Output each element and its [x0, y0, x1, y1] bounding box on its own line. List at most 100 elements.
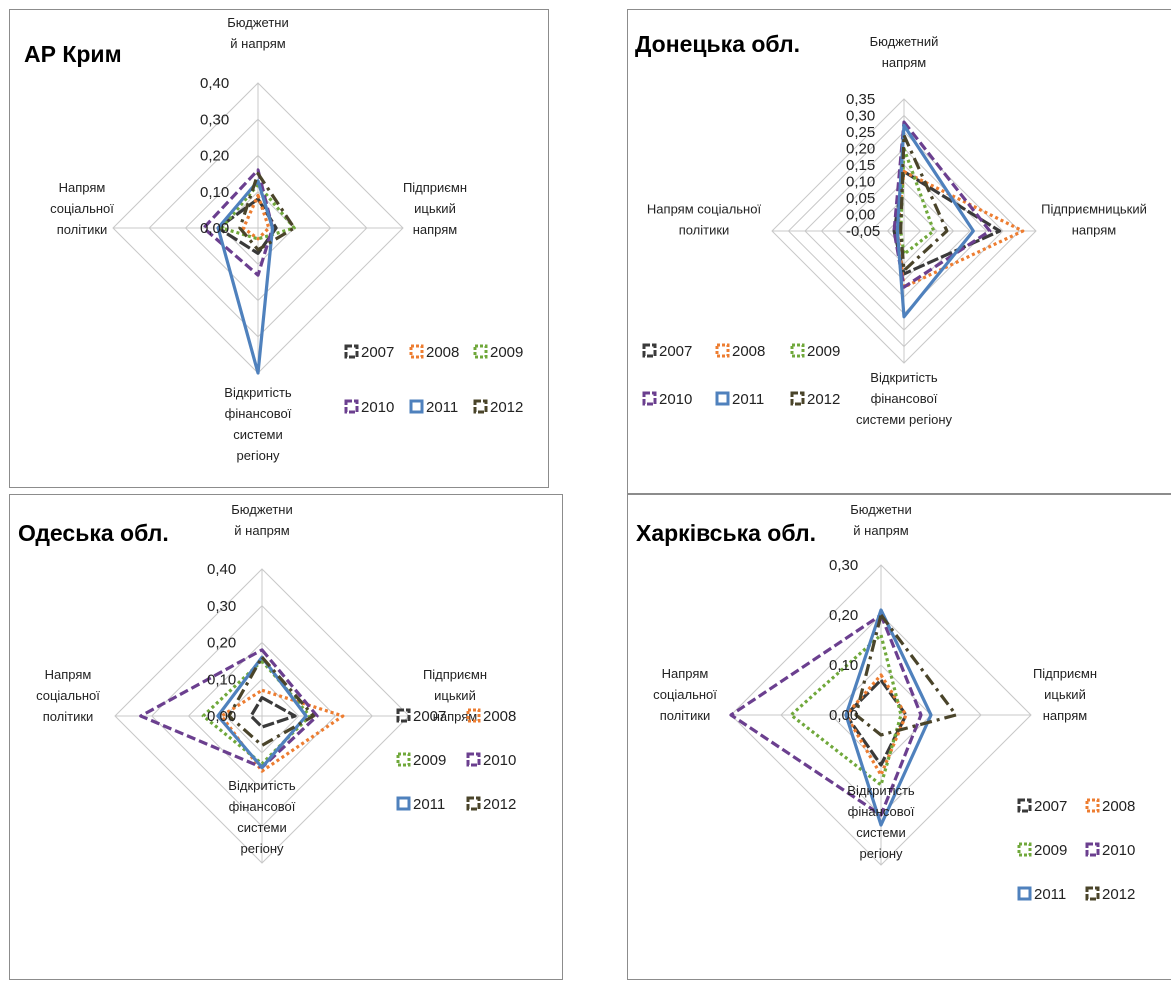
legend-swatch-2012	[473, 399, 488, 414]
series-2012-line	[227, 655, 316, 747]
tick-label: 0,10	[846, 174, 875, 191]
legend-swatch-2011	[396, 796, 411, 811]
legend-label: 2010	[361, 399, 394, 416]
axis-label: ицький	[1044, 687, 1086, 702]
chart-panel-kharkiv: 0,00 0,10 0,20 0,30 Бюджетни й напрям Підприєм…	[627, 494, 1171, 980]
chart-title: Донецька обл.	[635, 31, 800, 57]
axis-label: Підприємн	[423, 667, 487, 682]
series-2009-line	[789, 633, 903, 787]
axis-label: соціальної	[653, 687, 717, 702]
axis-label: фінансової	[229, 799, 296, 814]
legend-label: 2007	[1034, 798, 1067, 815]
legend-label: 2011	[732, 391, 764, 408]
chart-panel-donetsk: -0,05 0,00 0,05 0,10 0,15 0,20 0,25 0,30 0,35 Бюд…	[627, 9, 1171, 494]
legend-label: 2007	[659, 343, 692, 360]
axis-label: політики	[57, 222, 108, 237]
axis-label: Напрям соціальної	[647, 202, 762, 217]
series-2007-line	[249, 696, 297, 729]
tick-label: 0,30	[829, 557, 858, 574]
axis-label: Відкритість	[228, 778, 296, 793]
legend-swatch-2007	[344, 344, 359, 359]
legend-swatch-2012	[790, 391, 805, 406]
axis-label: політики	[660, 708, 711, 723]
axis-label: Підприємн	[1033, 666, 1097, 681]
axis-label: Напрям	[45, 667, 92, 682]
legend-label: 2008	[1102, 798, 1135, 815]
legend-swatch-2009	[473, 344, 488, 359]
legend-swatch-2008	[466, 708, 481, 723]
series-2011-line	[844, 608, 933, 827]
tick-label: 0,20	[207, 635, 236, 652]
tick-label: 0,05	[846, 190, 875, 207]
legend-swatch-2010	[344, 399, 359, 414]
legend-label: 2008	[732, 343, 765, 360]
legend-label: 2009	[413, 752, 446, 769]
legend-swatch-2009	[790, 343, 805, 358]
tick-label: 0,15	[846, 157, 875, 174]
axis-label: фінансової	[848, 804, 915, 819]
legend-swatch-2007	[1017, 798, 1032, 813]
axis-label: напрям	[413, 222, 458, 237]
tick-label: 0,10	[829, 657, 858, 674]
axis-label: соціальної	[50, 201, 114, 216]
tick-label: 0,00	[200, 220, 229, 237]
legend-label: 2007	[361, 344, 394, 361]
legend-label: 2008	[426, 344, 459, 361]
radar-chart-kharkiv: 0,00 0,10 0,20 0,30 Бюджетни й напрям Підприєм…	[636, 502, 1135, 903]
legend-swatch-2009	[396, 752, 411, 767]
legend-swatch-2012	[1085, 886, 1100, 901]
tick-label: 0,25	[846, 124, 875, 141]
legend-label: 2008	[483, 708, 516, 725]
axis-label: й напрям	[230, 36, 285, 51]
tick-label: 0,20	[829, 607, 858, 624]
legend-label: 2009	[807, 343, 840, 360]
axis-label: системи	[237, 820, 287, 835]
tick-label: 0,40	[200, 75, 229, 92]
axis-label: Напрям	[59, 180, 106, 195]
chart-title: Харківська обл.	[636, 520, 816, 546]
axis-label: політики	[43, 709, 94, 724]
legend-swatch-2011	[715, 391, 730, 406]
tick-label: 0,20	[200, 148, 229, 165]
series-2008-line	[241, 193, 271, 241]
legend-swatch-2010	[1085, 842, 1100, 857]
axis-label: Відкритість	[847, 783, 915, 798]
radar-chart-donetsk: -0,050,000,050,100,150,200,250,300,35 Бюд…	[635, 31, 1147, 427]
series-2010-line	[892, 120, 992, 289]
axis-label: Бюджетни	[850, 502, 911, 517]
axis-label: Підприємницький	[1041, 202, 1147, 217]
legend-label: 2010	[659, 391, 692, 408]
tick-label: 0,10	[200, 184, 229, 201]
legend-label: 2009	[1034, 842, 1067, 859]
tick-label: 0,35	[846, 91, 875, 108]
series-2011-line	[895, 123, 975, 319]
series-2010-line	[729, 613, 923, 817]
tick-label: 0,40	[207, 561, 236, 578]
axis-label: регіону	[237, 448, 280, 463]
axis-label: ицький	[414, 201, 456, 216]
legend-label: 2009	[490, 344, 523, 361]
axis-label: фінансової	[225, 406, 292, 421]
tick-label: 0,00	[207, 708, 236, 725]
axis-label: Відкритість	[224, 385, 292, 400]
series-2008-line	[219, 688, 345, 773]
legend-label: 2010	[1102, 842, 1135, 859]
axis-label: напрям	[433, 709, 478, 724]
axis-label: напрям	[882, 55, 927, 70]
legend-label: 2012	[490, 399, 523, 416]
series-2012-line	[854, 613, 958, 737]
axis-label: системи регіону	[856, 412, 953, 427]
axis-label: соціальної	[36, 688, 100, 703]
axis-label: Бюджетний	[870, 34, 939, 49]
series-2011-line	[216, 179, 275, 375]
axis-label: Підприємн	[403, 180, 467, 195]
legend-label: 2011	[1034, 886, 1066, 903]
legend-swatch-2010	[466, 752, 481, 767]
axis-label: політики	[679, 223, 730, 238]
legend-swatch-2009	[1017, 842, 1032, 857]
chart-panel-crimea: 0,00 0,10 0,20 0,30 0,40 Бюджетни й напрям Підп…	[9, 9, 549, 488]
legend-swatch-2011	[1017, 886, 1032, 901]
tick-label: 0,30	[846, 108, 875, 125]
tick-label: 0,00	[846, 207, 875, 224]
axis-label: регіону	[241, 841, 284, 856]
